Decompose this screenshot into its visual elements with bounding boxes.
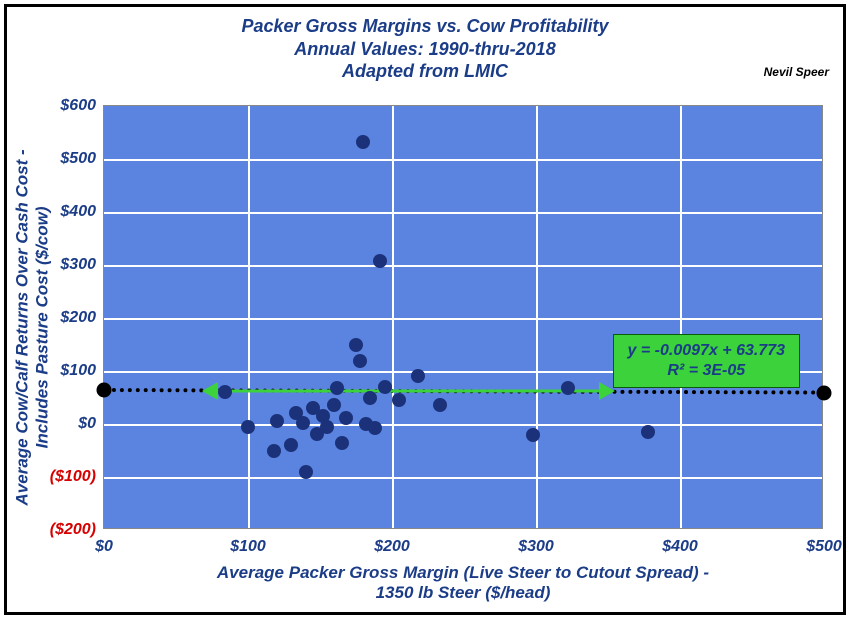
- equation-box: y = -0.0097x + 63.773R² = 3E-05: [613, 334, 800, 388]
- data-point: [299, 465, 313, 479]
- title-line-2: Annual Values: 1990-thru-2018: [7, 38, 843, 61]
- data-point: [356, 135, 370, 149]
- plot-area: $0$100$200$300$400$500($200)($100)$0$100…: [103, 105, 823, 529]
- chart-frame: Packer Gross Margins vs. Cow Profitabili…: [4, 4, 846, 615]
- x-axis-label-line2: 1350 lb Steer ($/head): [153, 583, 773, 603]
- gridline-horizontal: [104, 318, 822, 320]
- data-point: [363, 391, 377, 405]
- data-point: [320, 420, 334, 434]
- y-tick-label: $500: [60, 150, 104, 168]
- data-point: [561, 381, 575, 395]
- data-point: [284, 438, 298, 452]
- data-point: [270, 414, 284, 428]
- data-point: [296, 416, 310, 430]
- y-tick-label: $600: [60, 97, 104, 115]
- gridline-vertical: [248, 106, 250, 528]
- title-line-3: Adapted from LMIC: [7, 60, 843, 83]
- y-tick-label: $200: [60, 309, 104, 327]
- data-point: [330, 381, 344, 395]
- data-point: [433, 398, 447, 412]
- gridline-horizontal: [104, 159, 822, 161]
- data-point: [241, 420, 255, 434]
- data-point: [327, 398, 341, 412]
- x-tick-label: $500: [806, 538, 842, 556]
- y-axis-label: Average Cow/Calf Returns Over Cash Cost …: [13, 97, 54, 557]
- x-tick-label: $300: [518, 538, 554, 556]
- y-tick-label: $0: [78, 415, 104, 433]
- arrow-head-left-icon: [202, 382, 218, 400]
- gridline-vertical: [536, 106, 538, 528]
- data-point: [411, 369, 425, 383]
- gridline-horizontal: [104, 265, 822, 267]
- trendline-endcap: [817, 385, 832, 400]
- data-point: [392, 393, 406, 407]
- data-point: [339, 411, 353, 425]
- data-point: [526, 428, 540, 442]
- gridline-vertical: [392, 106, 394, 528]
- x-tick-label: $400: [662, 538, 698, 556]
- data-point: [218, 385, 232, 399]
- attribution: Nevil Speer: [764, 65, 829, 79]
- trendline-endcap: [97, 383, 112, 398]
- equation-line1: y = -0.0097x + 63.773: [628, 341, 785, 361]
- chart-title: Packer Gross Margins vs. Cow Profitabili…: [7, 15, 843, 83]
- gridline-horizontal: [104, 212, 822, 214]
- x-axis-label-line1: Average Packer Gross Margin (Live Steer …: [153, 563, 773, 583]
- gridline-horizontal: [104, 424, 822, 426]
- data-point: [349, 338, 363, 352]
- y-tick-label: $100: [60, 362, 104, 380]
- x-tick-label: $0: [95, 538, 113, 556]
- x-axis-label: Average Packer Gross Margin (Live Steer …: [153, 563, 773, 604]
- data-point: [641, 425, 655, 439]
- y-axis-label-line1: Average Cow/Calf Returns Over Cash Cost …: [13, 97, 33, 557]
- x-tick-label: $200: [374, 538, 410, 556]
- gridline-horizontal: [104, 477, 822, 479]
- title-line-1: Packer Gross Margins vs. Cow Profitabili…: [7, 15, 843, 38]
- data-point: [335, 436, 349, 450]
- y-tick-label: $400: [60, 203, 104, 221]
- data-point: [353, 354, 367, 368]
- y-tick-label: $300: [60, 256, 104, 274]
- y-tick-label: ($200): [50, 521, 104, 539]
- regression-arrow: [216, 390, 600, 393]
- data-point: [368, 421, 382, 435]
- data-point: [267, 444, 281, 458]
- data-point: [373, 254, 387, 268]
- gridline-vertical: [680, 106, 682, 528]
- y-axis-label-line2: Includes Pasture Cost ($/cow): [33, 97, 53, 557]
- x-tick-label: $100: [230, 538, 266, 556]
- data-point: [378, 380, 392, 394]
- y-tick-label: ($100): [50, 468, 104, 486]
- equation-line2: R² = 3E-05: [628, 361, 785, 381]
